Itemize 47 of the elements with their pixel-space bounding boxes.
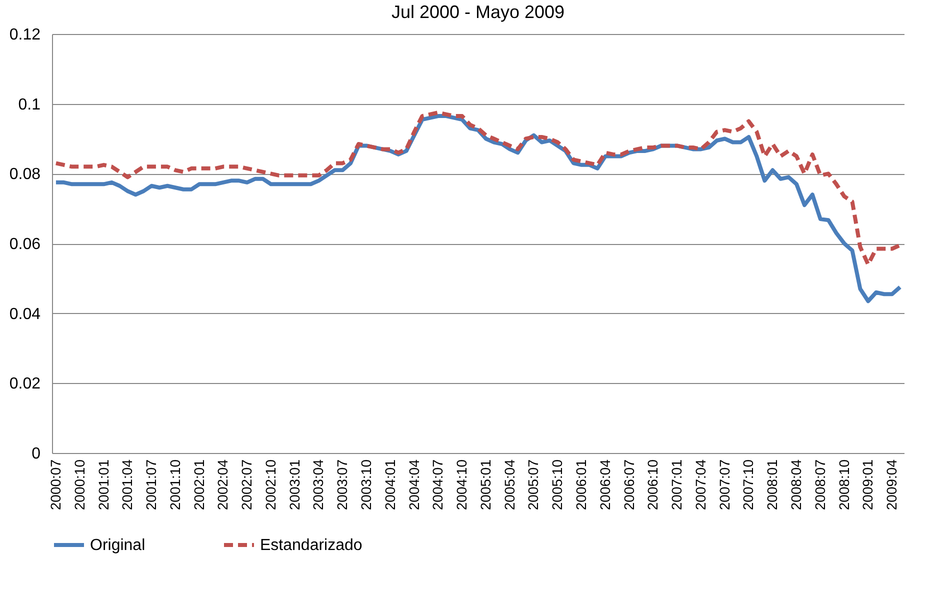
y-tick-label: 0 [32,446,41,462]
x-tick-label: 2007:01 [668,459,685,510]
x-tick-label: 2007:07 [716,459,732,510]
x-tick-label: 2002:04 [214,459,231,510]
legend-label: Original [90,537,146,554]
x-tick-label: 2008:04 [788,459,804,510]
y-tick-label: 0.02 [9,376,41,393]
x-tick-label: 2001:04 [119,459,136,510]
line-series [54,110,902,266]
x-tick-label: 2002:10 [262,459,278,510]
x-tick-label: 2004:07 [430,459,446,510]
x-tick-label: 2005:04 [501,459,518,510]
y-tick-label: 0.1 [18,96,41,114]
chart-title: Jul 2000 - Mayo 2009 [391,2,565,22]
x-tick-label: 2002:07 [238,459,255,510]
legend-label: Estandarizado [260,537,362,554]
x-tick-label: 2002:01 [190,459,207,510]
x-tick-label: 2000:07 [47,459,64,510]
x-tick-label: 2006:07 [620,459,637,510]
x-tick-label: 2003:07 [334,459,350,510]
x-tick-label: 2001:07 [143,459,160,510]
x-tick-label: 2007:10 [740,459,756,510]
x-tick-label: 2009:04 [884,459,900,510]
x-tick-label: 2003:04 [310,459,326,510]
x-tick-label: 2004:01 [382,459,398,510]
x-tick-label: 2008:07 [812,459,828,510]
x-tick-label: 2005:07 [525,459,542,510]
x-tick-label: 2001:01 [95,459,112,510]
y-tick-label: 0.08 [9,166,41,184]
x-tick-label: 2008:10 [836,459,852,510]
x-tick-label: 2003:01 [286,459,302,510]
x-tick-label: 2007:04 [692,459,708,510]
y-tick-label: 0.04 [9,306,41,323]
x-tick-label: 2004:10 [454,459,470,510]
x-tick-label: 2006:01 [573,459,590,510]
x-tick-label: 2006:10 [644,459,661,510]
x-tick-label: 2001:10 [166,459,183,510]
x-tick-label: 2005:01 [477,459,494,510]
x-tick-label: 2008:01 [764,459,780,510]
x-tick-label: 2000:10 [71,459,88,510]
x-tick-label: 2005:10 [549,459,566,510]
y-tick-label: 0.12 [9,26,41,44]
x-tick-label: 2009:01 [860,459,876,510]
x-tick-label: 2006:04 [596,459,613,510]
y-tick-label: 0.06 [9,236,41,253]
x-tick-label: 2004:04 [406,459,422,510]
x-tick-label: 2003:10 [358,459,374,510]
